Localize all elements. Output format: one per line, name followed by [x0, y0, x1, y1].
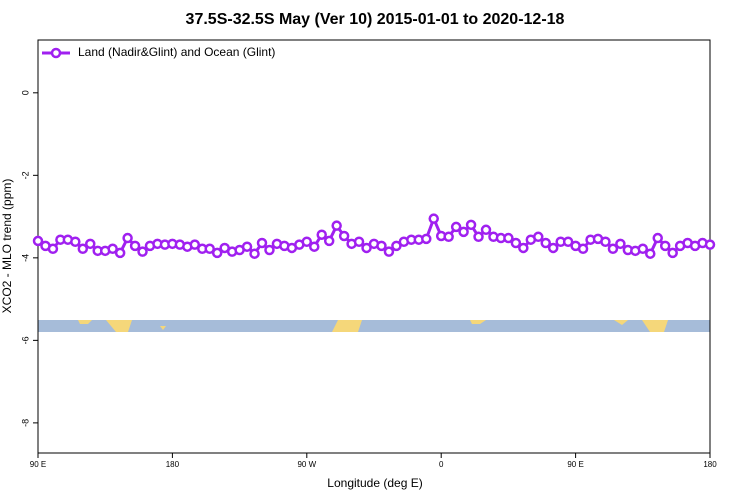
- data-point: [391, 240, 402, 252]
- data-point: [473, 231, 484, 243]
- data-point: [659, 240, 671, 252]
- y-axis-label: XCO2 - MLO trend (ppm): [0, 179, 14, 314]
- data-point: [510, 237, 522, 249]
- x-axis-label: Longitude (deg E): [327, 476, 422, 490]
- data-point: [353, 236, 365, 248]
- data-point: [652, 232, 663, 244]
- y-tick-label: -4: [20, 254, 30, 262]
- data-point: [32, 235, 44, 247]
- data-point: [204, 243, 215, 255]
- data-point: [85, 238, 96, 250]
- data-point: [47, 243, 59, 255]
- legend-marker: [50, 47, 62, 59]
- x-tick-label: 180: [703, 460, 717, 469]
- data-point: [503, 232, 514, 244]
- data-point: [562, 236, 574, 248]
- data-point: [129, 240, 141, 252]
- data-point: [458, 226, 469, 238]
- data-point: [428, 213, 439, 224]
- data-point: [518, 242, 529, 254]
- data-point: [211, 247, 223, 259]
- data-point: [376, 240, 387, 252]
- x-tick-label: 90 E: [567, 460, 583, 469]
- data-point: [338, 230, 350, 242]
- data-point: [667, 247, 678, 259]
- data-point: [533, 231, 544, 243]
- data-point: [615, 238, 626, 250]
- data-point: [241, 241, 253, 252]
- y-tick-label: -8: [20, 419, 30, 427]
- legend-label: Land (Nadir&Glint) and Ocean (Glint): [78, 45, 275, 59]
- x-tick-label: 0: [439, 460, 444, 469]
- data-point: [256, 237, 268, 249]
- data-point: [704, 239, 716, 250]
- data-point: [421, 233, 432, 245]
- data-point: [189, 239, 201, 250]
- data-point: [77, 243, 89, 255]
- data-point: [465, 219, 477, 231]
- data-point: [600, 236, 611, 248]
- data-point: [70, 236, 81, 248]
- data-point: [249, 248, 260, 259]
- y-tick-label: -6: [20, 336, 30, 344]
- data-point: [361, 242, 372, 254]
- data-point: [540, 237, 551, 249]
- data-point: [114, 247, 126, 259]
- data-point: [577, 243, 589, 255]
- data-point: [450, 221, 462, 233]
- chart-title: 37.5S-32.5S May (Ver 10) 2015-01-01 to 2…: [186, 11, 565, 28]
- data-point: [122, 232, 133, 244]
- data-point: [480, 224, 492, 236]
- y-tick-label: -2: [20, 171, 30, 179]
- data-point: [301, 236, 313, 248]
- data-point: [316, 229, 327, 240]
- data-point: [331, 220, 342, 231]
- data-point: [645, 248, 656, 259]
- data-point: [309, 241, 320, 252]
- data-point: [264, 244, 275, 256]
- x-tick-label: 90 E: [30, 460, 46, 469]
- data-point: [323, 235, 335, 247]
- data-point: [383, 246, 395, 257]
- y-tick-label: 0: [20, 90, 30, 95]
- data-point: [443, 231, 454, 243]
- x-tick-label: 90 W: [297, 460, 316, 469]
- data-point: [107, 243, 118, 255]
- map-strip: [38, 320, 710, 332]
- x-tick-label: 180: [166, 460, 180, 469]
- data-point: [607, 243, 619, 255]
- data-point: [137, 246, 148, 257]
- data-point: [547, 242, 559, 254]
- data-point: [637, 243, 649, 255]
